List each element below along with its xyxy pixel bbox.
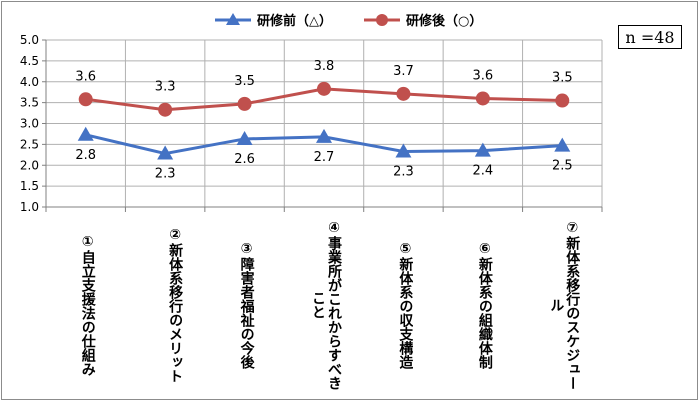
category-label: ②新体系移行のメリット	[167, 227, 184, 383]
legend-label: 研修後（○）	[406, 13, 482, 29]
category-label: ⑦新体系移行のスケジュール	[548, 220, 581, 390]
series-before: 2.8 2.3 2.6 2.7 2.3 2.4 2.5	[75, 126, 573, 182]
triangle-marker	[474, 142, 491, 157]
circle-marker	[158, 102, 173, 117]
data-label: 2.5	[552, 159, 573, 174]
data-label: 2.4	[473, 164, 494, 179]
circle-marker	[237, 96, 252, 111]
data-label: 3.3	[155, 80, 176, 95]
data-label: 2.7	[314, 150, 335, 165]
triangle-marker	[554, 137, 571, 152]
data-label: 3.6	[75, 69, 96, 84]
y-axis: 1.0 1.5 2.0 2.5 3.0 3.5 4.0 4.5 5.0	[20, 33, 47, 214]
series-layer: 2.82.32.6 2.72.3 2.4 2.53.63.3 3.53.8 3.7 3.6 3…	[75, 59, 572, 182]
triangle-marker	[316, 128, 332, 143]
data-label: 2.6	[234, 152, 255, 167]
circle-marker	[475, 91, 490, 106]
series-after: 3.6 3.3 3.5 3.8 3.7 3.6 3.5	[75, 59, 573, 117]
circle-marker	[78, 92, 93, 107]
legend: 研修前（△） 研修後（○）	[215, 13, 482, 29]
y-tick-label: 1.5	[20, 179, 39, 193]
data-label: 2.3	[155, 167, 176, 182]
triangle-marker	[77, 126, 94, 141]
y-tick-label: 4.0	[20, 75, 39, 89]
triangle-marker	[157, 145, 174, 160]
category-label: ④事業所がこれからすべきこと	[310, 220, 342, 390]
legend-triangle-icon	[226, 13, 240, 25]
legend-label: 研修前（△）	[257, 13, 332, 29]
y-tick-label: 4.5	[20, 54, 39, 68]
x-axis	[45, 206, 603, 212]
circle-marker	[555, 93, 570, 108]
category-label: ⑤新体系の収支構造	[397, 241, 414, 369]
y-tick-label: 3.5	[20, 96, 39, 110]
data-label: 3.5	[234, 74, 255, 89]
y-tick-label: 5.0	[20, 33, 39, 47]
grid-layer	[45, 39, 603, 208]
data-label: 3.7	[393, 64, 414, 79]
triangle-marker	[236, 130, 253, 145]
sample-size-note: n =48	[618, 25, 682, 49]
data-label: 2.3	[393, 164, 414, 179]
data-label: 3.5	[552, 71, 573, 86]
y-tick-label: 3.0	[20, 117, 39, 131]
y-tick-label: 1.0	[20, 200, 39, 214]
circle-marker	[396, 86, 411, 101]
data-label: 2.8	[75, 148, 96, 163]
data-label: 3.8	[314, 59, 335, 74]
triangle-marker	[395, 143, 412, 158]
y-tick-label: 2.5	[20, 137, 39, 151]
category-label: ⑥新体系の組織体制	[476, 241, 493, 369]
category-label: ①自立支援法の仕組み	[79, 234, 96, 376]
circle-marker	[317, 81, 331, 96]
category-label: ③障害者福祉の今後	[238, 241, 255, 369]
y-tick-label: 2.0	[20, 158, 39, 172]
legend-circle-icon	[376, 14, 388, 26]
data-label: 3.6	[473, 68, 494, 83]
